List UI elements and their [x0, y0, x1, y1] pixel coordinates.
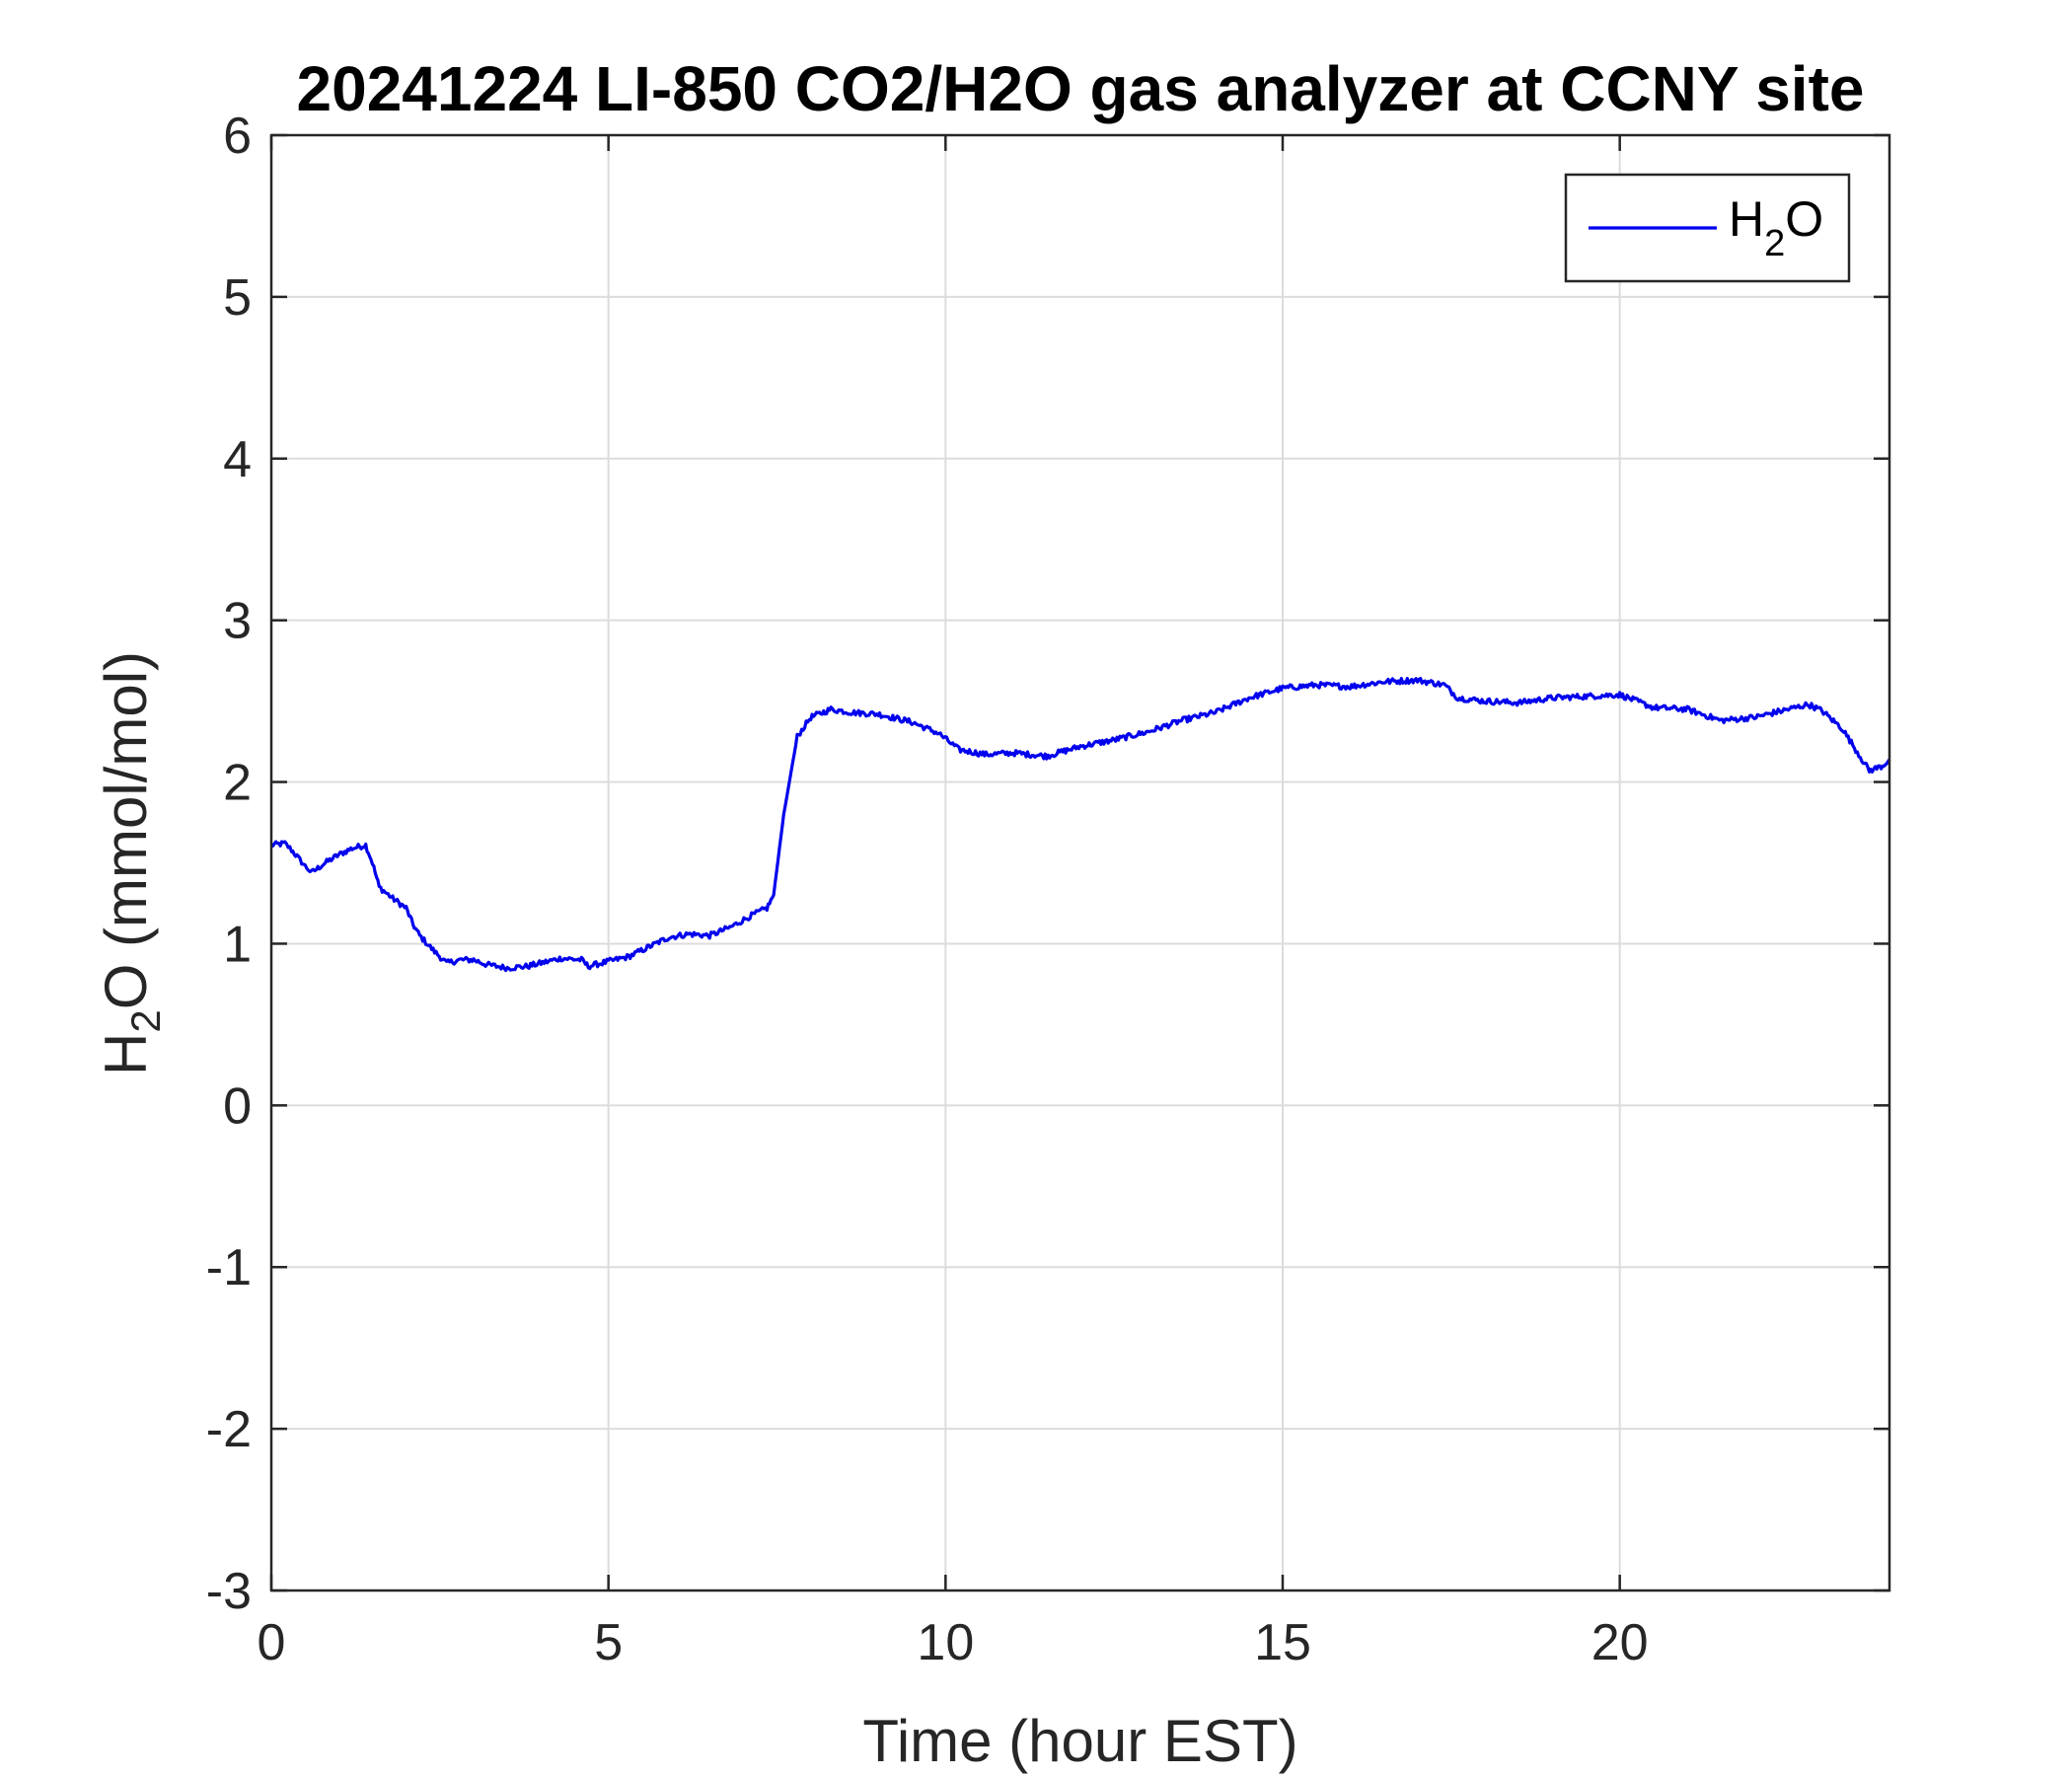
legend-entry-rest: O [1785, 191, 1823, 247]
plot-frame [269, 133, 1891, 1592]
y-tick-label: -2 [206, 1401, 252, 1458]
legend-entry-subscript: 2 [1764, 223, 1785, 264]
x-tick-label: 15 [1254, 1614, 1311, 1671]
y-tick-label: 5 [223, 269, 252, 327]
x-tick-label: 0 [258, 1614, 286, 1671]
y-axis-label-rest: O (mmol/mol) [93, 651, 159, 1009]
y-tick-label: -1 [206, 1239, 252, 1296]
y-tick-label: 2 [223, 755, 252, 812]
grid-lines [271, 135, 1889, 1591]
y-tick-label: 3 [223, 593, 252, 650]
x-axis-label: Time (hour EST) [862, 1708, 1297, 1774]
legend-entry-h2o: H2O [1729, 191, 1823, 264]
y-tick-label: 0 [223, 1077, 252, 1135]
y-tick-label: 6 [223, 108, 252, 165]
y-tick-label: 4 [223, 431, 252, 488]
y-axis-label-subscript: 2 [122, 1009, 169, 1032]
x-tick-labels: 0 5 10 15 20 [258, 1614, 1649, 1671]
legend: H2O [1564, 173, 1851, 283]
x-tick-label: 5 [594, 1614, 623, 1671]
y-axis-label: H2O (mmol/mol) [93, 651, 169, 1075]
h2o-series-line [269, 676, 1891, 973]
y-tick-labels: -3 -2 -1 0 1 2 3 4 5 6 [206, 108, 252, 1620]
y-axis-label-base: H [93, 1033, 159, 1075]
chart-title: 20241224 LI-850 CO2/H2O gas analyzer at … [297, 53, 1865, 124]
y-tick-label: -3 [206, 1563, 252, 1620]
legend-entry-base: H [1729, 191, 1764, 247]
plot-area [271, 135, 1889, 1591]
x-tick-label: 10 [917, 1614, 974, 1671]
y-tick-label: 1 [223, 916, 252, 973]
x-tick-label: 20 [1591, 1614, 1649, 1671]
